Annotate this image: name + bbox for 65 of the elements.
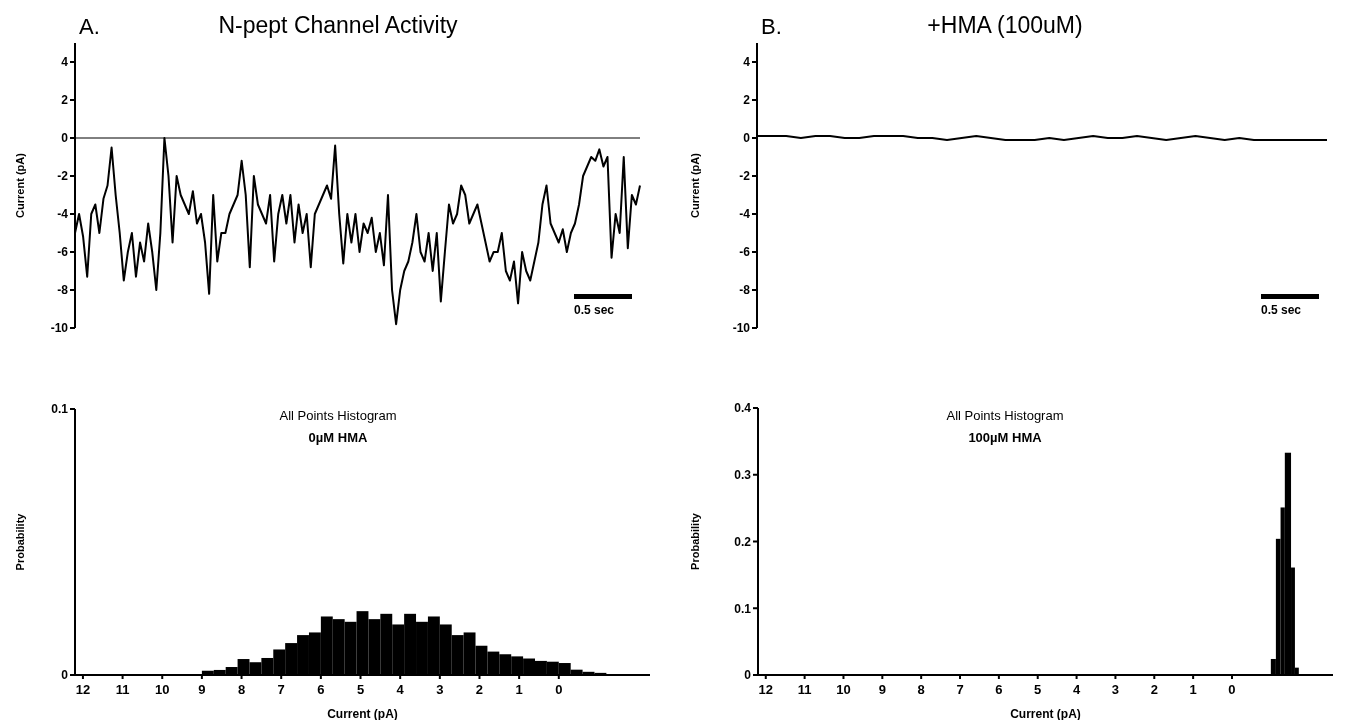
x-tick-label: 0 [555,682,563,697]
x-axis-title: Current (pA) [327,707,398,721]
y-tick-label: -4 [57,207,69,222]
x-tick-label: 12 [75,682,91,697]
y-tick-label: -6 [739,245,751,260]
x-tick-label: 11 [115,682,130,697]
y-tick-label: -6 [57,245,69,260]
y-axis-title: Probability [688,512,701,570]
x-tick-label: 2 [475,682,484,697]
y-axis-title: Current (pA) [688,152,701,218]
x-tick-label: 9 [878,682,886,697]
annotation: 0.5 sec [574,303,615,317]
chart-title: All Points Histogram [279,408,397,423]
y-tick-label: 0 [61,668,69,683]
y-tick-label: 2 [743,93,751,108]
x-tick-label: 5 [1034,682,1042,697]
x-tick-label: 6 [995,682,1003,697]
y-tick-label: -8 [739,283,751,298]
x-tick-label: 10 [155,682,170,697]
y-tick-label: 0 [61,131,69,146]
y-tick-label: 2 [61,93,69,108]
chart-title: All Points Histogram [946,408,1064,423]
x-axis-title: Current (pA) [1010,707,1081,721]
y-tick-label: 0 [744,668,752,683]
text: B. [761,14,782,40]
x-tick-label: 1 [1189,682,1197,697]
x-tick-label: 4 [1072,682,1081,697]
y-tick-label: 0.4 [734,401,752,416]
y-tick-label: 0.2 [734,534,752,549]
y-axis-title: Probability [13,512,26,571]
x-tick-label: 6 [317,682,325,697]
text: 0µM HMA [307,430,369,445]
x-tick-label: 8 [917,682,925,697]
x-tick-label: 2 [1150,682,1158,697]
x-tick-label: 5 [356,682,365,697]
x-tick-label: 0 [1228,682,1236,697]
y-axis-title: Current (pA) [13,152,26,218]
y-tick-label: -2 [57,169,69,184]
x-tick-label: 7 [277,682,285,697]
x-tick-label: 1 [515,682,523,697]
y-tick-label: -8 [57,283,69,298]
chart-title: +HMA (100uM) [927,12,1083,38]
x-tick-label: 3 [436,682,444,697]
text: 100µM HMA [967,430,1043,445]
y-tick-label: -4 [739,207,751,222]
x-tick-label: 3 [1111,682,1120,697]
y-tick-label: 0.3 [734,468,752,483]
annotation: 0.5 sec [1261,303,1302,317]
y-tick-label: 0.1 [734,601,752,616]
x-tick-label: 11 [797,682,812,697]
x-tick-label: 12 [758,682,773,697]
y-tick-label: 0 [743,131,751,146]
x-tick-label: 8 [237,682,246,697]
y-tick-label: -10 [732,321,751,336]
x-tick-label: 7 [956,682,964,697]
x-tick-label: 10 [836,682,851,697]
y-tick-label: 0.1 [51,402,69,417]
text: A. [79,14,100,40]
y-tick-label: 4 [743,55,751,70]
x-tick-label: 4 [396,682,405,697]
x-tick-label: 9 [198,682,206,697]
chart-title: N-pept Channel Activity [218,12,458,38]
y-tick-label: -10 [50,321,69,336]
y-tick-label: 4 [61,55,69,70]
y-tick-label: -2 [739,169,751,184]
